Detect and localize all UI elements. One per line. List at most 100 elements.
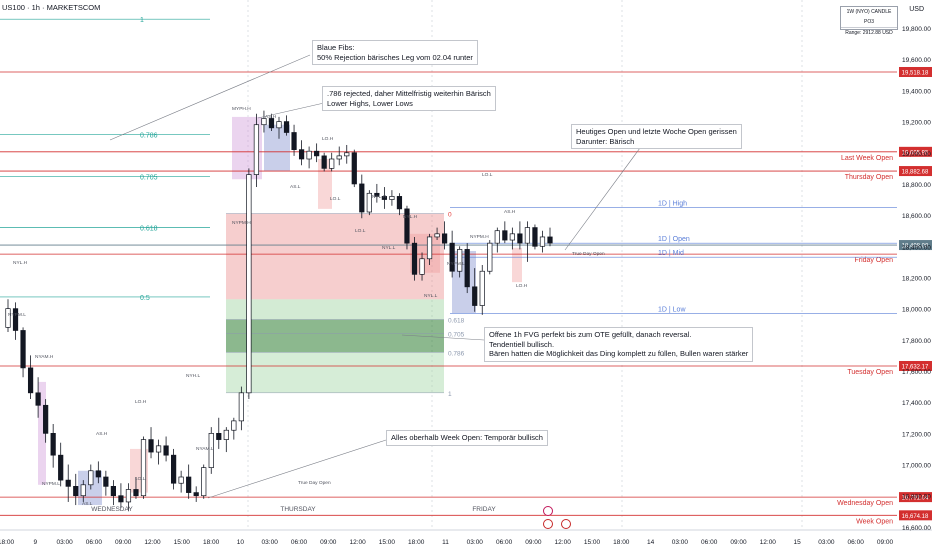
candle-body [193, 492, 199, 497]
candle-body [80, 484, 86, 497]
candle-body [186, 476, 192, 493]
fib-right-label: 0.786 [448, 350, 465, 357]
session-label: NYL.H [372, 194, 387, 200]
candle-body [404, 208, 410, 244]
time-tick-label: 10 [237, 539, 245, 546]
price-tick-label: 19,000.00 [902, 151, 931, 158]
candle-body [88, 470, 94, 486]
candle-body [464, 249, 470, 288]
fib-left-label: 0.705 [140, 174, 158, 181]
price-tag-bg [899, 66, 932, 77]
time-tick-label: 18:00 [408, 539, 425, 546]
session-label: NYPM.L [42, 481, 60, 487]
candle-body [479, 270, 485, 306]
candle-body [509, 233, 515, 241]
price-tick-label: 16,800.00 [902, 494, 931, 501]
session-label: NYH.L [186, 373, 200, 379]
candle-body [178, 476, 184, 484]
annotation-blaue-fibs[interactable]: Blaue Fibs: 50% Rejection bärisches Leg … [312, 40, 478, 65]
fib-right-label: 0 [448, 212, 452, 219]
time-tick-label: 09:00 [320, 539, 337, 546]
price-level-label: Wednesday Open [837, 500, 893, 507]
session-label: NYL.H [403, 214, 418, 220]
annotation-week-open[interactable]: Alles oberhalb Week Open: Temporär bulli… [386, 430, 548, 446]
candle-body [148, 439, 154, 453]
candle-body [321, 155, 327, 169]
session-label: AS.H [504, 209, 516, 215]
candle-body [298, 149, 305, 160]
price-tag-bg [899, 492, 932, 503]
price-tag-text: 17,632.17 [902, 364, 929, 370]
candle-body [411, 242, 418, 275]
session-label: LO.L [482, 172, 493, 178]
candle-body [65, 479, 71, 487]
candle-body [155, 445, 162, 453]
price-tag-text: 19,005.95 [902, 150, 929, 156]
candle-body [118, 495, 124, 503]
annotation-fvg[interactable]: Offene 1h FVG perfekt bis zum OTE gefüll… [484, 327, 754, 362]
candle-body [261, 118, 267, 126]
time-tick-label: 18:00 [613, 539, 630, 546]
annotation-pointer [257, 102, 325, 119]
candle-body [238, 392, 244, 422]
candle-body [344, 152, 350, 157]
candle-body [223, 429, 229, 440]
day-label: FRIDAY [472, 506, 496, 513]
time-tick-label: 12:00 [144, 539, 161, 546]
price-tag-text: 19,518.18 [902, 70, 929, 76]
time-tick-label: 09:00 [730, 539, 747, 546]
price-tag-bg [899, 510, 932, 521]
price-level-label: Thursday Open [845, 174, 893, 181]
fib-left-label: 0.5 [140, 295, 150, 302]
candle-body [494, 230, 500, 244]
candle-body [276, 121, 282, 129]
time-tick-label: 14 [647, 539, 655, 546]
price-tag-text: 18,408.00 [902, 244, 929, 250]
economic-event-icon [543, 506, 553, 516]
day-label: WEDNESDAY [91, 506, 133, 513]
annotation-pointer [564, 147, 641, 251]
ote-zone-green-lower [226, 352, 444, 393]
candle-body [366, 192, 372, 213]
session-label: MYPH.H [232, 106, 251, 112]
annotation-pointer [109, 54, 311, 141]
candle-body [73, 486, 79, 497]
price-tick-label: 16,600.00 [902, 525, 931, 532]
session-label: NYL.L [424, 293, 438, 299]
session-label: LO.H [516, 283, 528, 289]
annotation-786-rejected[interactable]: .786 rejected, daher Mittelfristig weite… [322, 86, 496, 111]
ote-zone-green-dark [226, 319, 444, 353]
candle-body [351, 152, 357, 185]
candle-body [171, 454, 177, 484]
candle-body [35, 392, 41, 406]
time-tick-label: 11 [442, 539, 449, 546]
price-tick-label: 18,400.00 [902, 244, 931, 251]
price-tick-label: 19,200.00 [902, 120, 931, 127]
candle-body [246, 174, 252, 394]
candle-body [43, 404, 49, 434]
annotation-heutiges-open[interactable]: Heutiges Open und letzte Woche Open geri… [571, 124, 742, 149]
time-tick-label: 03:00 [262, 539, 279, 546]
price-tick-label: 17,200.00 [902, 431, 931, 438]
currency-label: USD [909, 6, 924, 13]
time-tick-label: 06:00 [496, 539, 513, 546]
candle-body [547, 236, 553, 244]
candle-body [12, 308, 19, 331]
time-tick-label: 03:00 [56, 539, 73, 546]
time-tick-label: 18:00 [0, 539, 15, 546]
price-tick-label: 18,200.00 [902, 275, 931, 282]
candle-body [487, 242, 493, 272]
price-tick-label: 19,600.00 [902, 57, 931, 64]
price-level-label: Tuesday Open [847, 369, 893, 376]
price-tag-bg [899, 360, 932, 371]
price-tag-time: 11:52 [908, 252, 923, 258]
price-level-label: Week Open [856, 518, 893, 525]
annotation-pointer [207, 439, 387, 499]
candle-body [231, 420, 237, 431]
candle-body [110, 486, 116, 497]
annotation-pointer [401, 334, 485, 341]
session-box [318, 159, 332, 209]
candle-body [291, 132, 297, 150]
ote-zone-green-light [226, 299, 444, 320]
